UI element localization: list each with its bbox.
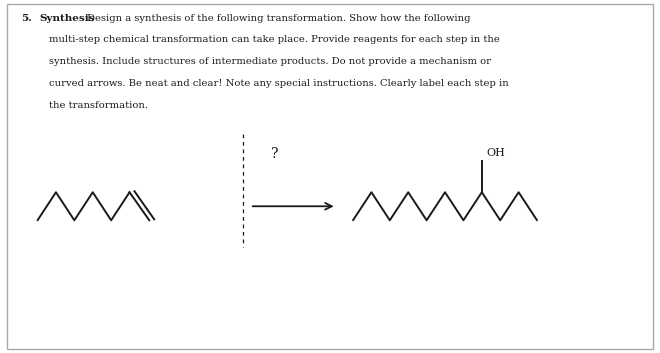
Text: the transformation.: the transformation. (49, 101, 148, 109)
Text: multi-step chemical transformation can take place. Provide reagents for each ste: multi-step chemical transformation can t… (49, 35, 500, 44)
Text: Synthesis: Synthesis (40, 14, 95, 23)
Text: 5.: 5. (21, 14, 32, 23)
Text: curved arrows. Be neat and clear! Note any special instructions. Clearly label e: curved arrows. Be neat and clear! Note a… (49, 79, 508, 88)
Text: OH: OH (486, 148, 506, 158)
Text: synthesis. Include structures of intermediate products. Do not provide a mechani: synthesis. Include structures of interme… (49, 57, 490, 66)
Text: ?: ? (271, 147, 279, 161)
Text: Design a synthesis of the following transformation. Show how the following: Design a synthesis of the following tran… (87, 14, 471, 23)
